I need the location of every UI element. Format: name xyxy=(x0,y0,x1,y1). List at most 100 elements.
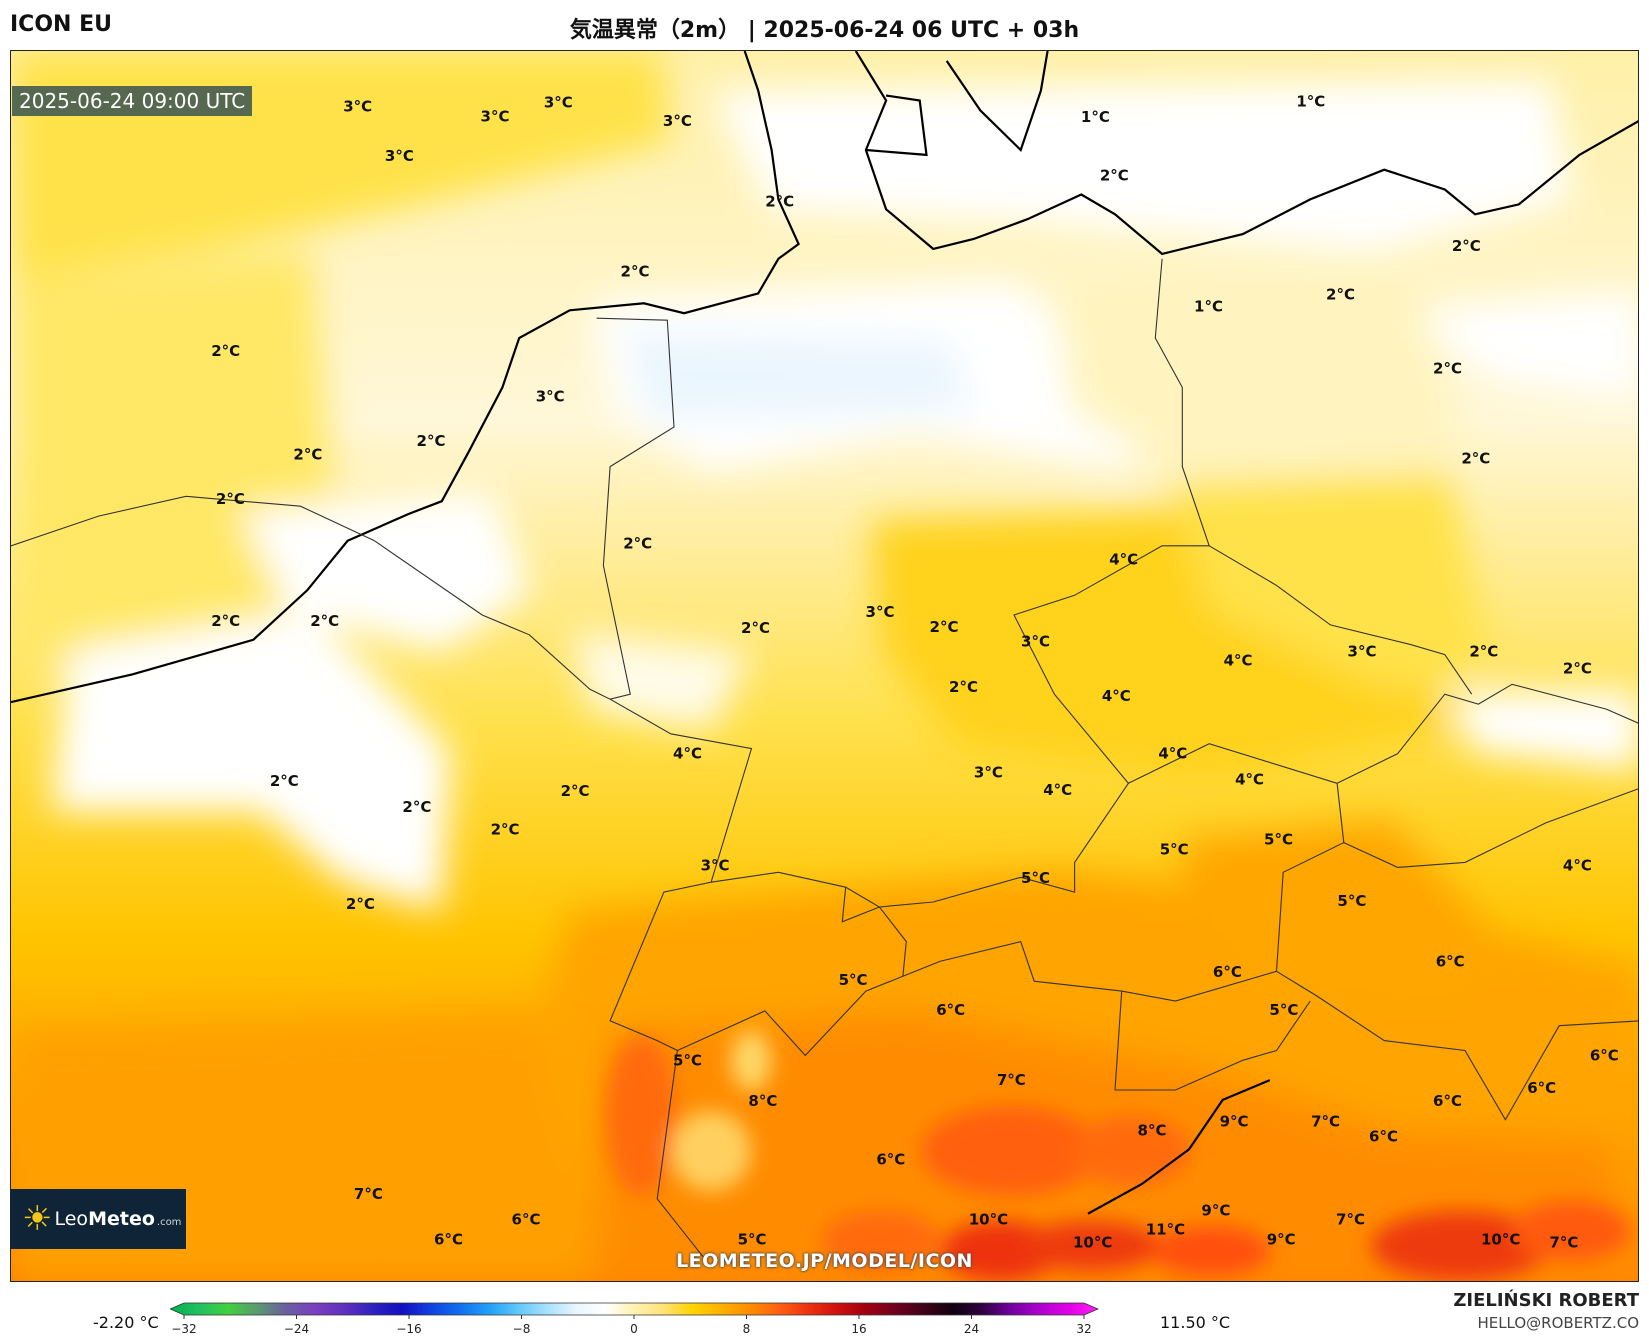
temperature-label: 2°C xyxy=(1469,643,1498,661)
coastline xyxy=(945,51,1049,153)
sun-icon: ☀ xyxy=(22,1199,53,1239)
leometeo-logo: ☀ LeoMeteo .com xyxy=(10,1189,186,1249)
coastlines xyxy=(11,51,1638,1215)
colorbar-tick-label: −8 xyxy=(513,1322,531,1336)
colorbar-tick-label: −32 xyxy=(171,1322,196,1336)
temperature-label: 10°C xyxy=(1481,1230,1520,1248)
temperature-label: 2°C xyxy=(211,342,240,360)
temperature-label: 9°C xyxy=(1201,1202,1230,1220)
temperature-label: 5°C xyxy=(1269,1001,1298,1019)
country-border xyxy=(1114,991,1311,1091)
temperature-label: 2°C xyxy=(270,772,299,790)
country-border xyxy=(1336,683,1638,784)
country-border xyxy=(374,317,675,700)
colorbar-tick-label: 0 xyxy=(630,1322,638,1336)
max-value-label: 11.50 °C xyxy=(1160,1313,1231,1332)
temperature-label: 6°C xyxy=(1369,1128,1398,1146)
temperature-label: 7°C xyxy=(1549,1233,1578,1251)
temperature-label: 5°C xyxy=(839,971,868,989)
temperature-label: 4°C xyxy=(1043,781,1072,799)
author-email: HELLO@ROBERTZ.CO xyxy=(1477,1314,1639,1332)
temperature-label: 2°C xyxy=(1563,659,1592,677)
temperature-label: 6°C xyxy=(512,1211,541,1229)
colorbar-tick-label: −16 xyxy=(396,1322,421,1336)
temperature-label: 3°C xyxy=(343,97,372,115)
temperature-label: 2°C xyxy=(417,432,446,450)
temperature-labels: 3°C 3°C 3°C 3°C 3°C 2°C 1°C 1°C 2°C 2°C 2°C 3°C 2°C 2… xyxy=(211,92,1619,1251)
temperature-label: 5°C xyxy=(673,1051,702,1069)
temperature-label: 2°C xyxy=(1461,450,1490,468)
temperature-label: 1°C xyxy=(1194,297,1223,315)
map-panel: 3°C 3°C 3°C 3°C 3°C 2°C 1°C 1°C 2°C 2°C 2°C 3°C 2°C 2… xyxy=(10,50,1639,1282)
temperature-label: 7°C xyxy=(997,1071,1026,1089)
temperature-label: 2°C xyxy=(293,446,322,464)
temperature-label: 2°C xyxy=(930,618,959,636)
temperature-label: 4°C xyxy=(673,745,702,763)
coastline xyxy=(865,94,928,157)
anomaly-field-shading xyxy=(11,51,1638,1281)
temperature-label: 3°C xyxy=(1021,633,1050,651)
temperature-label: 2°C xyxy=(491,821,520,839)
colorbar-tick-label: 16 xyxy=(851,1322,866,1336)
temperature-label: 4°C xyxy=(1109,551,1138,569)
min-value-label: -2.20 °C xyxy=(93,1313,159,1332)
map-title: 気温異常（2m） | 2025-06-24 06 UTC + 03h xyxy=(569,18,1080,43)
temperature-label: 4°C xyxy=(1224,652,1253,670)
author-name: ZIELIŃSKI ROBERT xyxy=(1453,1290,1639,1311)
coastline xyxy=(1087,1079,1271,1215)
country-border xyxy=(609,698,753,1259)
colorbar: −32 −24 −16 −8 0 8 16 24 32 xyxy=(170,1302,1100,1336)
temperature-label: 1°C xyxy=(1081,108,1110,126)
colorbar-tick-label: 32 xyxy=(1076,1322,1091,1336)
temperature-label: 2°C xyxy=(621,263,650,281)
coastline xyxy=(11,51,800,704)
temperature-label: 10°C xyxy=(969,1211,1008,1229)
site-url: LEOMETEO.JP/MODEL/ICON xyxy=(676,1250,973,1272)
country-border xyxy=(902,743,1345,1002)
temperature-label: 2°C xyxy=(310,612,339,630)
temperature-label: 3°C xyxy=(385,147,414,165)
temperature-label: 6°C xyxy=(434,1230,463,1248)
country-border xyxy=(677,871,907,1057)
temperature-label: 8°C xyxy=(748,1092,777,1110)
temperature-label: 2°C xyxy=(1452,237,1481,255)
temperature-label: 9°C xyxy=(1267,1230,1296,1248)
valid-time-badge: 2025-06-24 09:00 UTC xyxy=(12,86,253,116)
temperature-label: 4°C xyxy=(1158,745,1187,763)
temperature-label: 7°C xyxy=(1311,1113,1340,1131)
temperature-label: 3°C xyxy=(866,603,895,621)
temperature-label: 6°C xyxy=(876,1150,905,1168)
temperature-label: 5°C xyxy=(738,1230,767,1248)
colorbar-gradient xyxy=(170,1302,1100,1316)
temperature-label: 4°C xyxy=(1563,856,1592,874)
temperature-label: 5°C xyxy=(1160,841,1189,859)
colorbar-tick-label: 24 xyxy=(964,1322,979,1336)
temperature-label: 2°C xyxy=(765,192,794,210)
temperature-label: 3°C xyxy=(701,856,730,874)
temperature-label: 2°C xyxy=(1326,285,1355,303)
temperature-label: 5°C xyxy=(1021,869,1050,887)
temperature-label: 4°C xyxy=(1235,770,1264,788)
temperature-label: 2°C xyxy=(949,678,978,696)
temperature-label: 2°C xyxy=(1100,167,1129,185)
temperature-label: 3°C xyxy=(536,387,565,405)
temperature-label: 2°C xyxy=(402,798,431,816)
temperature-label: 10°C xyxy=(1073,1233,1112,1251)
temperature-label: 5°C xyxy=(1337,892,1366,910)
temperature-label: 2°C xyxy=(1433,360,1462,378)
temperature-label: 3°C xyxy=(1348,643,1377,661)
country-border xyxy=(1343,788,1638,868)
anomaly-map: 3°C 3°C 3°C 3°C 3°C 2°C 1°C 1°C 2°C 2°C 2°C 3°C 2°C 2… xyxy=(11,51,1638,1281)
temperature-label: 2°C xyxy=(211,612,240,630)
temperature-label: 3°C xyxy=(544,93,573,111)
temperature-label: 2°C xyxy=(623,535,652,553)
temperature-label: 11°C xyxy=(1146,1221,1185,1239)
temperature-label: 3°C xyxy=(481,107,510,125)
colorbar-tick-label: 8 xyxy=(743,1322,751,1336)
temperature-label: 6°C xyxy=(1433,1092,1462,1110)
temperature-label: 4°C xyxy=(1102,687,1131,705)
temperature-label: 5°C xyxy=(1264,831,1293,849)
temperature-label: 2°C xyxy=(216,490,245,508)
temperature-label: 6°C xyxy=(1436,952,1465,970)
temperature-label: 9°C xyxy=(1220,1113,1249,1131)
